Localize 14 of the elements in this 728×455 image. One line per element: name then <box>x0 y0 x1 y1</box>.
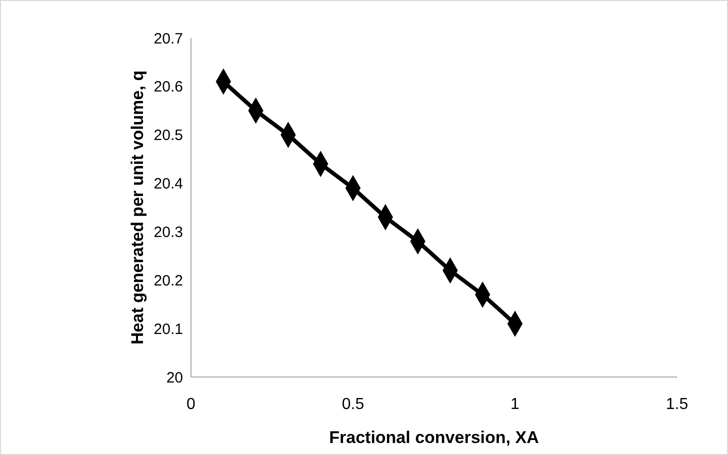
y-tick-label: 20.6 <box>154 78 183 96</box>
x-axis-title: Fractional conversion, XA <box>329 428 539 447</box>
y-tick-label: 20.5 <box>154 127 183 144</box>
y-tick-label: 20 <box>166 369 183 386</box>
y-tick-label: 20.4 <box>154 176 183 193</box>
y-tick-label: 20.2 <box>154 272 183 290</box>
x-tick-label: 1 <box>510 396 520 413</box>
y-tick-label: 20.7 <box>154 30 183 48</box>
y-axis-title: Heat generated per unit volume, q <box>127 70 148 344</box>
x-tick-label: 1.5 <box>666 396 688 413</box>
x-tick-label: 0.5 <box>342 396 364 413</box>
y-tick-label: 20.3 <box>154 224 183 241</box>
y-tick-label: 20.1 <box>154 320 183 338</box>
x-tick-label: 0 <box>186 396 196 413</box>
